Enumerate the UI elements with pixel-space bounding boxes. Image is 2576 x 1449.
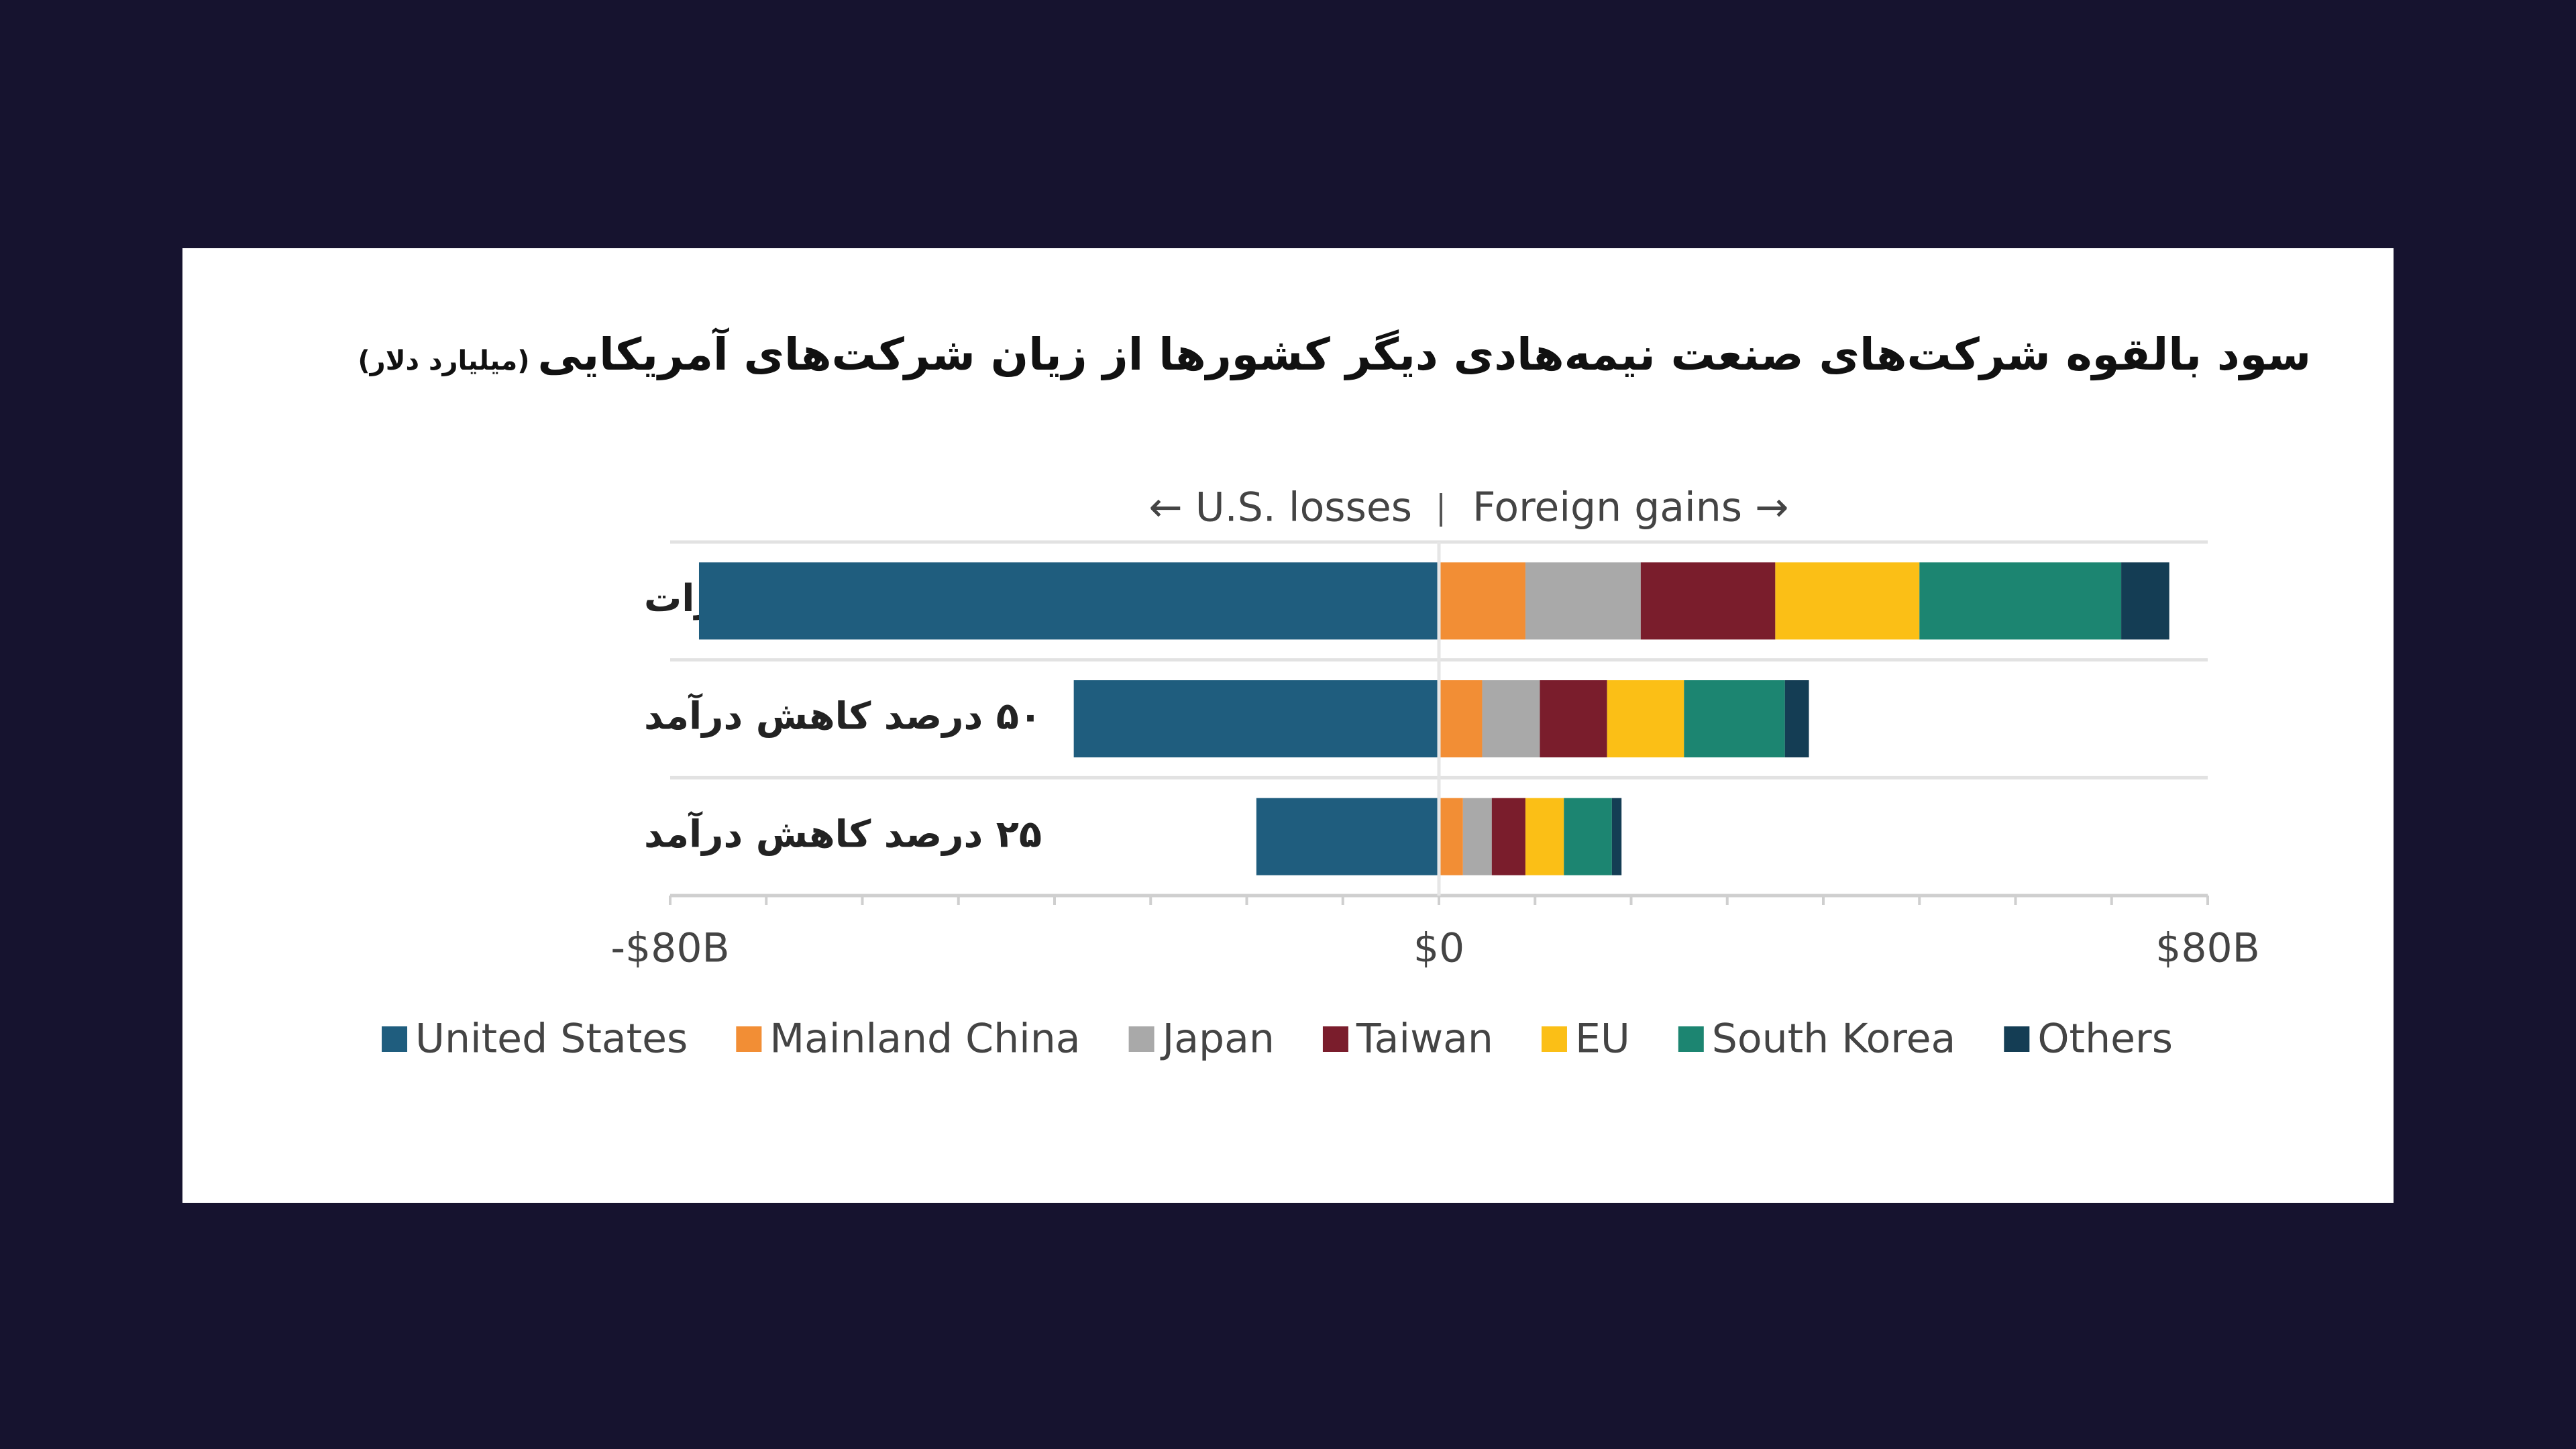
legend-swatch (1322, 1026, 1348, 1052)
bar-segment (1564, 798, 1612, 875)
y-tick-label: ۲۵ درصد کاهش درآمد (644, 810, 1042, 856)
bar-segment (1640, 562, 1776, 640)
bar-segment (2121, 562, 2169, 640)
legend-label: South Korea (1712, 1016, 1956, 1063)
bar-segment (1439, 680, 1483, 757)
bar-segment (1540, 680, 1607, 757)
bar-segment (1784, 680, 1809, 757)
legend-label: United States (415, 1016, 688, 1063)
bar-segment (1439, 798, 1463, 875)
bar-segment (1491, 798, 1525, 875)
legend-swatch (736, 1026, 762, 1052)
bar-segment (1482, 680, 1540, 757)
legend-label: Japan (1160, 1016, 1275, 1063)
legend-label: Taiwan (1356, 1016, 1493, 1063)
title-text: سود بالقوه شرکت‌های صنعت نیمه‌هادی دیگر … (537, 329, 2311, 380)
annotation: ← U.S. losses (1148, 484, 1412, 531)
bar-segment (1439, 562, 1525, 640)
legend-label: Mainland China (769, 1016, 1080, 1063)
legend-swatch (1541, 1026, 1567, 1052)
legend-swatch (1678, 1026, 1704, 1052)
legend-swatch (2004, 1026, 2030, 1052)
x-tick-label: -$80B (610, 925, 729, 972)
legend-label: Others (2037, 1016, 2173, 1063)
subtitle: (میلیارد دلار) (358, 345, 530, 376)
bar-segment (1525, 798, 1564, 875)
x-tick-label: $0 (1413, 925, 1464, 972)
legend-label: EU (1575, 1016, 1630, 1063)
chart-title: سود بالقوه شرکت‌های صنعت نیمه‌هادی دیگر … (358, 329, 2311, 380)
bar-segment (1919, 562, 2122, 640)
bar-segment (1611, 798, 1622, 875)
bar-segment (1525, 562, 1641, 640)
x-tick-label: $80B (2155, 925, 2260, 972)
legend-swatch (382, 1026, 408, 1052)
bar-segment (698, 562, 1439, 640)
bar-segment (1775, 562, 1920, 640)
y-tick-label: ۵۰ درصد کاهش درآمد (644, 693, 1042, 739)
bar-segment (1607, 680, 1684, 757)
bar-segment (1256, 798, 1439, 875)
bar-segment (1684, 680, 1785, 757)
bar-segment (1073, 680, 1439, 757)
bar-segment (1462, 798, 1492, 875)
legend-swatch (1128, 1026, 1155, 1052)
annotation: Foreign gains → (1472, 484, 1788, 531)
